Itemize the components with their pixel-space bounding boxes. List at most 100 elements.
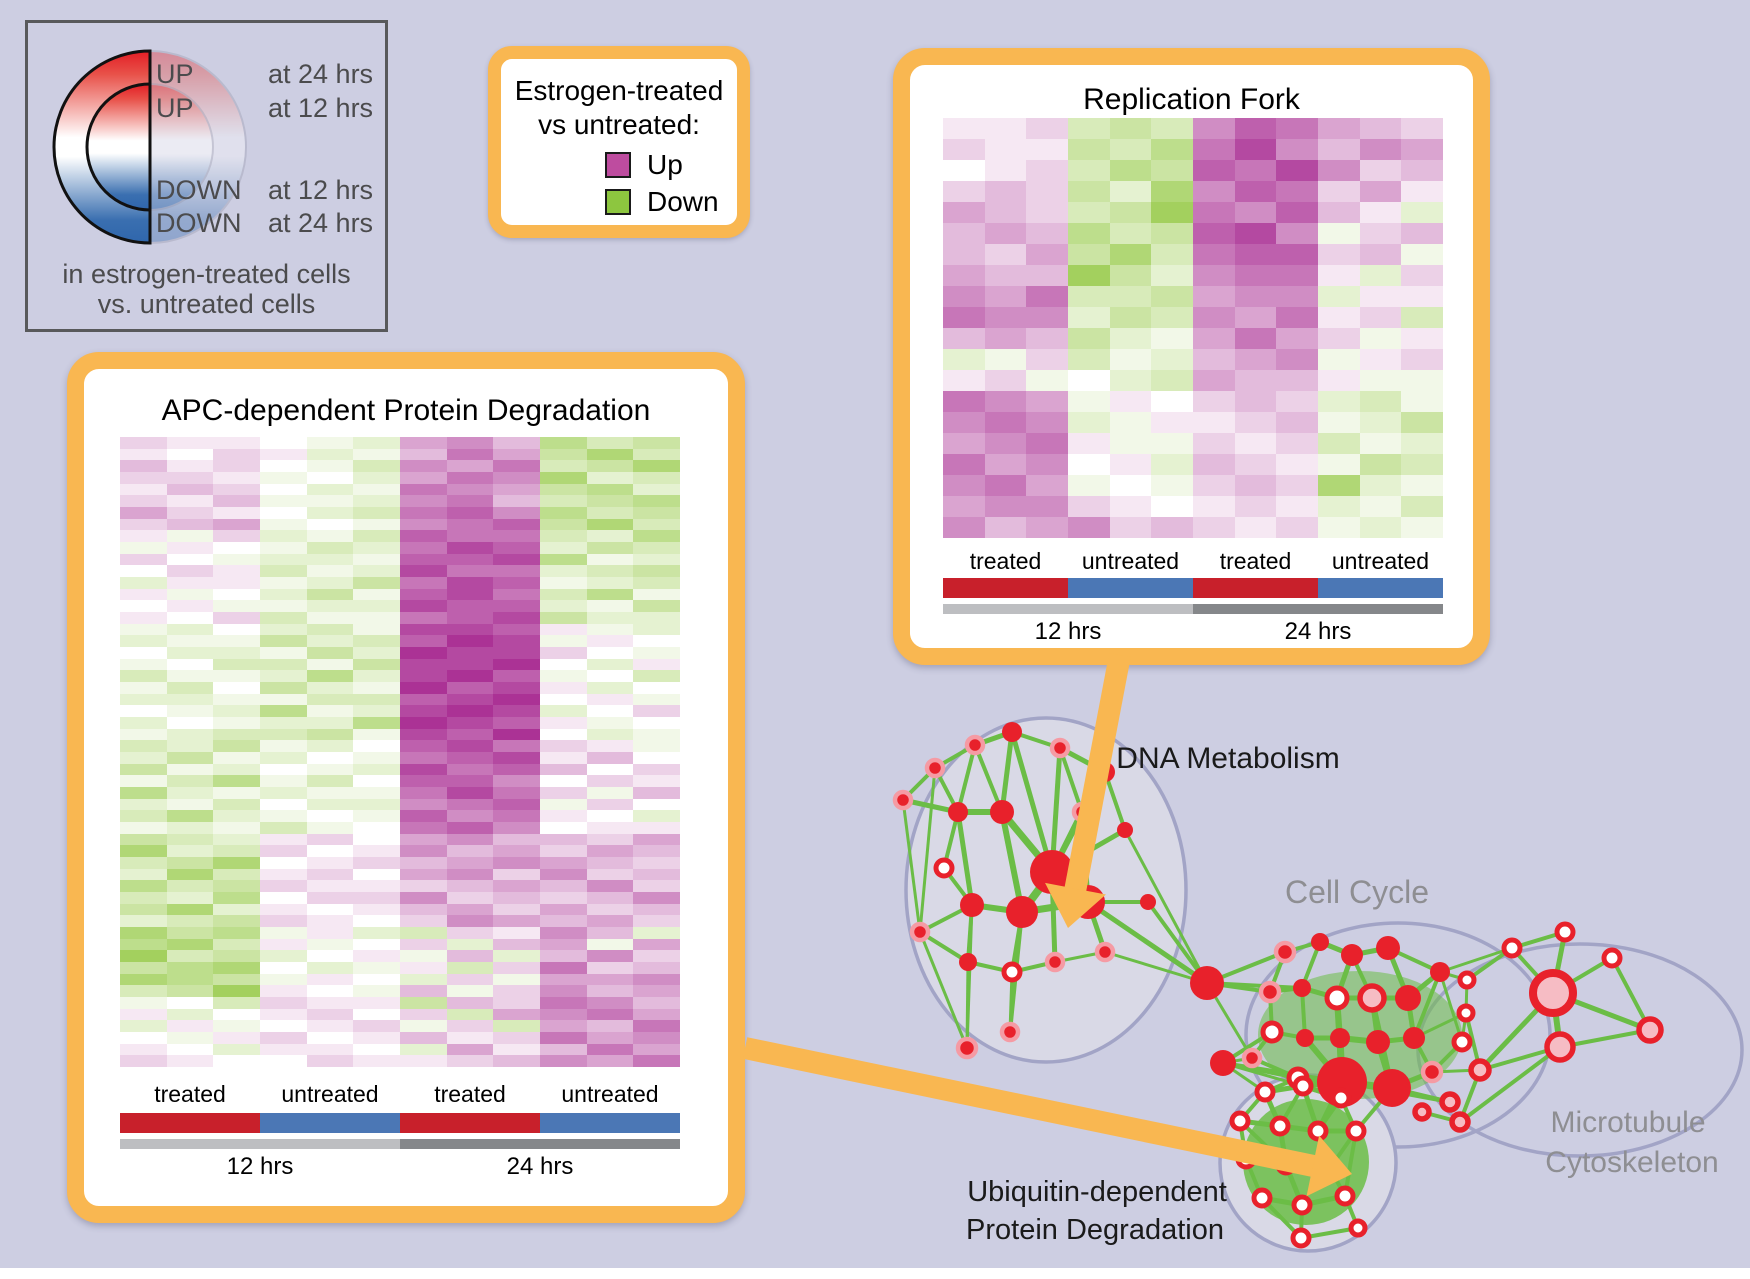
heatmap-cell xyxy=(446,868,494,881)
heatmap-cell xyxy=(353,938,400,951)
heatmap-cell xyxy=(943,391,985,412)
heatmap-cell xyxy=(984,118,1027,139)
heatmap-cell xyxy=(633,880,680,892)
heatmap-cell xyxy=(120,1055,167,1067)
heatmap-cell xyxy=(166,763,214,776)
heatmap-cell xyxy=(353,553,400,566)
gene-node-solid-red xyxy=(1002,722,1022,742)
heatmap-cell xyxy=(1026,202,1068,223)
heatmap-cell xyxy=(493,577,540,589)
heatmap-cell xyxy=(586,472,634,484)
heatmap-cell xyxy=(166,740,214,752)
gene-node-pink-ring-red-core xyxy=(1049,737,1071,759)
heatmap-cell xyxy=(400,483,447,496)
heatmap-cell xyxy=(943,286,985,307)
heatmap-cell xyxy=(446,962,494,974)
heatmap-cell xyxy=(1401,286,1443,307)
heatmap-cell xyxy=(540,530,587,542)
heatmap-cell xyxy=(633,542,680,554)
heatmap-cell xyxy=(400,740,447,752)
heatmap-cell xyxy=(120,787,167,799)
heatmap-cell xyxy=(1068,118,1110,139)
heatmap-cell xyxy=(1026,433,1068,454)
apc-condition-bars xyxy=(120,1113,680,1133)
heatmap-cell xyxy=(400,985,447,997)
heatmap-cell xyxy=(1234,118,1277,139)
heatmap-cell xyxy=(446,1032,494,1044)
heatmap-cell xyxy=(306,752,354,764)
heatmap-cell xyxy=(493,845,540,857)
gene-node-red-ring-white-core xyxy=(1457,970,1477,990)
heatmap-cell xyxy=(586,717,634,729)
rf-label-24hrs: 24 hrs xyxy=(1284,618,1352,645)
heatmap-cell xyxy=(633,577,680,589)
heatmap-cell xyxy=(166,472,214,484)
heatmap-cell xyxy=(1193,433,1235,454)
heatmap-cell xyxy=(213,518,260,531)
heatmap-cell xyxy=(586,682,634,694)
heatmap-cell xyxy=(633,658,680,671)
gene-node-solid-red xyxy=(960,893,984,917)
heatmap-cell xyxy=(633,1043,680,1056)
cluster-label: Cell Cycle xyxy=(1285,874,1429,910)
gene-node-red-ring-white-core xyxy=(1269,1115,1291,1137)
heatmap-cell xyxy=(213,822,260,834)
heatmap-cell xyxy=(446,647,494,659)
heatmap-cell xyxy=(586,507,634,519)
heatmap-cell xyxy=(400,577,447,589)
heatmap-cell xyxy=(1026,349,1068,370)
heatmap-cell xyxy=(213,728,260,741)
heatmap-cell xyxy=(586,775,634,787)
apc-bar-treated-24 xyxy=(400,1113,540,1133)
heatmap-cell xyxy=(1234,412,1277,433)
heatmap-cell xyxy=(166,717,214,729)
heatmap-cell xyxy=(1026,139,1068,160)
heatmap-cell xyxy=(984,349,1027,370)
heatmap-cell xyxy=(213,623,260,636)
heatmap-cell xyxy=(493,997,540,1009)
heatmap-cell xyxy=(984,181,1027,202)
gene-node-solid-red xyxy=(1311,933,1329,951)
heatmap-cell xyxy=(1151,370,1193,391)
heatmap-cell xyxy=(1234,349,1277,370)
heatmap-cell xyxy=(1068,244,1110,265)
heatmap-cell xyxy=(400,518,447,531)
heatmap-cell xyxy=(633,1008,680,1021)
estrogen-legend-box: Estrogen-treated vs untreated: Up Down xyxy=(488,46,750,238)
heatmap-cell xyxy=(586,588,634,601)
heatmap-cell xyxy=(353,588,400,601)
heatmap-cell xyxy=(353,542,400,554)
heatmap-cell xyxy=(586,857,634,869)
apc-label-24hrs: 24 hrs xyxy=(506,1153,574,1180)
heatmap-cell xyxy=(353,623,400,636)
heatmap-cell xyxy=(1276,412,1318,433)
heatmap-cell xyxy=(446,530,494,542)
heatmap-cell xyxy=(260,915,307,927)
heatmap-cell xyxy=(1068,475,1110,496)
heatmap-cell xyxy=(120,518,167,531)
ring-time-down-24: at 24 hrs xyxy=(268,208,374,238)
heatmap-cell xyxy=(120,1032,167,1044)
heatmap-cell xyxy=(446,950,494,962)
heatmap-cell xyxy=(1276,181,1318,202)
heatmap-cell xyxy=(1193,412,1235,433)
heatmap-cell xyxy=(446,635,494,647)
heatmap-cell xyxy=(943,118,985,139)
heatmap-cell xyxy=(166,1008,214,1021)
heatmap-cell xyxy=(120,1043,167,1056)
heatmap-cell xyxy=(1359,160,1402,181)
heatmap-cell xyxy=(166,845,214,857)
heatmap-cell xyxy=(1401,202,1443,223)
heatmap-cell xyxy=(306,775,354,787)
heatmap-cell xyxy=(984,433,1027,454)
heatmap-cell xyxy=(353,717,400,729)
heatmap-cell xyxy=(400,437,447,449)
heatmap-cell xyxy=(213,1008,260,1021)
gene-node-red-ring-pink-core xyxy=(1468,1058,1492,1082)
heatmap-cell xyxy=(1109,139,1152,160)
heatmap-cell xyxy=(353,682,400,694)
heatmap-cell xyxy=(166,810,214,822)
heatmap-cell xyxy=(353,1055,400,1067)
heatmap-cell xyxy=(540,693,587,706)
heatmap-cell xyxy=(260,682,307,694)
